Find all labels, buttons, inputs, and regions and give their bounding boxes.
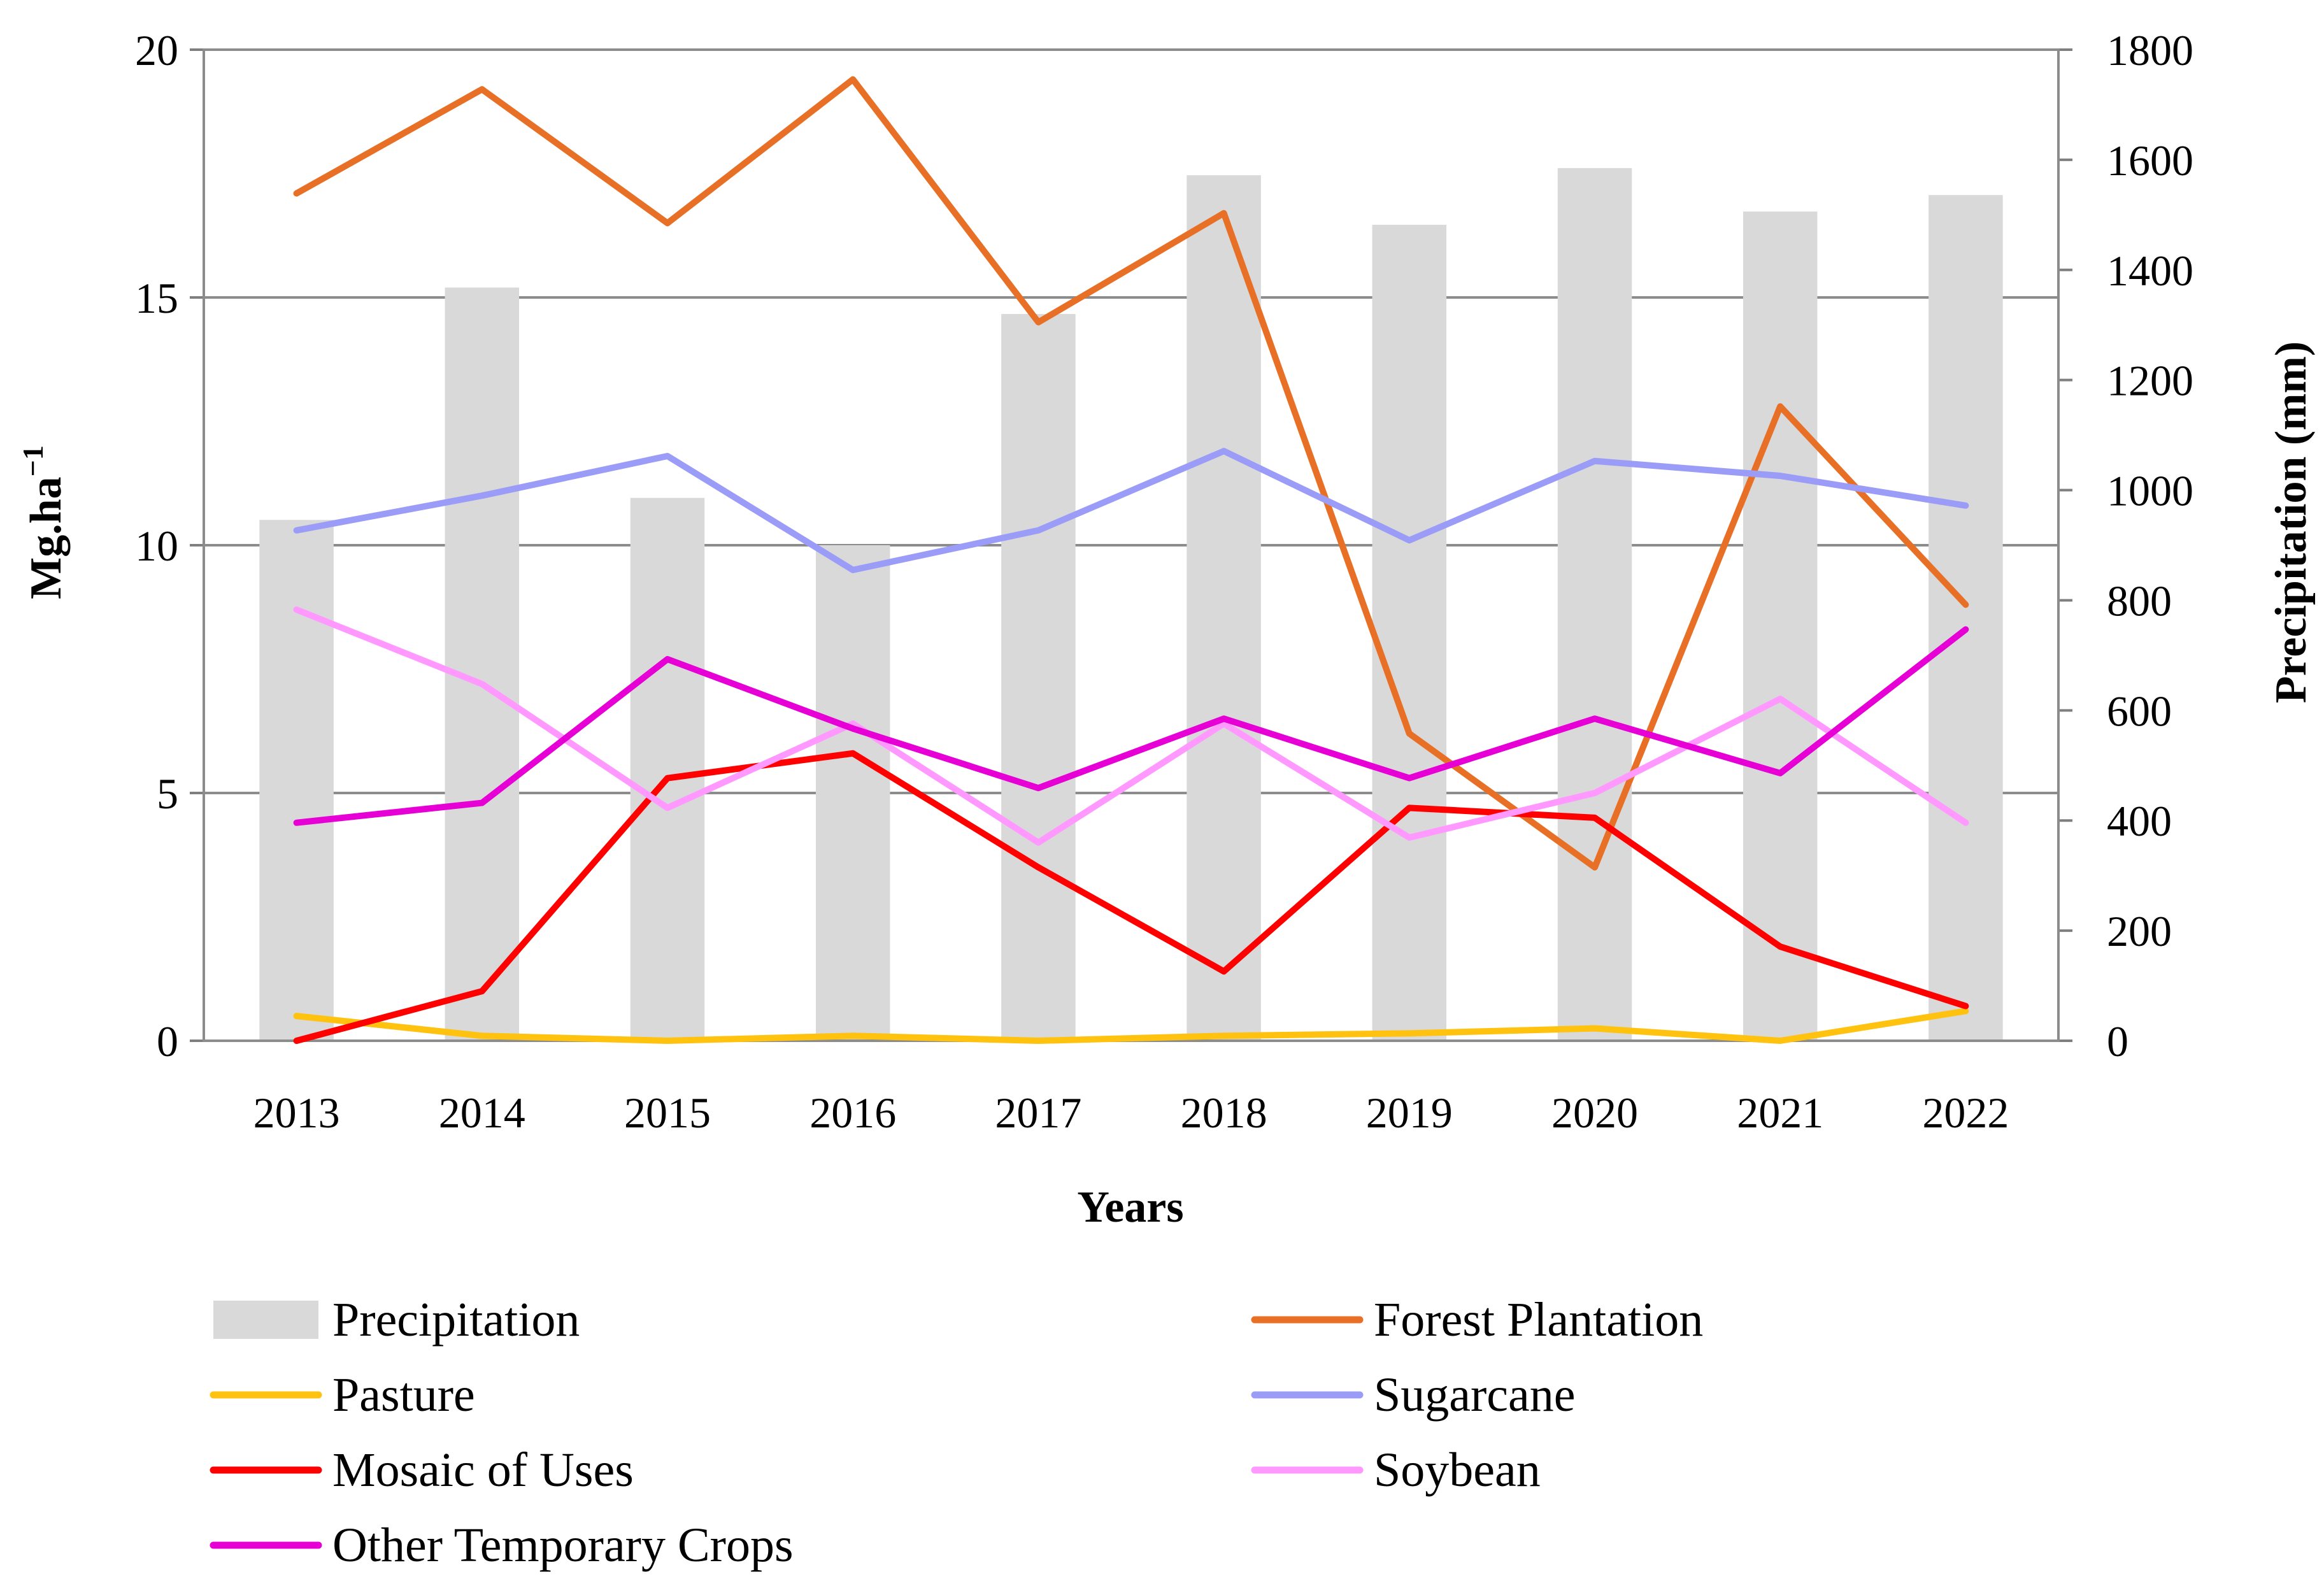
y-axis-label: Mg.ha−1 — [17, 445, 71, 599]
precipitation-bars — [259, 168, 2003, 1041]
x-tick-label-2019: 2019 — [1366, 1089, 1453, 1137]
y2-tick-label-800: 800 — [2107, 576, 2172, 625]
x-tick-label-2014: 2014 — [439, 1089, 525, 1137]
bar-precipitation-2020 — [1557, 168, 1632, 1041]
line-sugarcane — [293, 448, 1969, 573]
x-tick-label-2017: 2017 — [995, 1089, 1081, 1137]
series-lines — [293, 76, 1969, 1044]
tick-labels: 0510152002004006008001000120014001600180… — [135, 26, 2193, 1137]
legend-label-soybean: Soybean — [1374, 1443, 1541, 1497]
bar-precipitation-2018 — [1187, 175, 1261, 1041]
bar-precipitation-2015 — [630, 497, 705, 1041]
legend-label-forest-plantation: Forest Plantation — [1374, 1293, 1703, 1347]
y-axis-label-superscript: −1 — [17, 445, 49, 476]
bar-precipitation-2016 — [815, 545, 890, 1041]
legend-label-mosaic-of-uses: Mosaic of Uses — [332, 1443, 634, 1497]
x-tick-label-2018: 2018 — [1181, 1089, 1267, 1137]
y-tick-label-10: 10 — [135, 522, 178, 570]
y2-tick-label-200: 200 — [2107, 907, 2172, 955]
line-pasture — [293, 1008, 1969, 1044]
bar-precipitation-2019 — [1372, 224, 1447, 1041]
y2-tick-label-1200: 1200 — [2107, 357, 2193, 405]
line-mosaic-of-uses — [293, 750, 1969, 1044]
x-tick-label-2021: 2021 — [1737, 1089, 1823, 1137]
legend-label-sugarcane: Sugarcane — [1374, 1368, 1576, 1422]
x-axis-label: Years — [1077, 1183, 1183, 1232]
x-tick-label-2022: 2022 — [1922, 1089, 2009, 1137]
legend-swatch-precipitation — [213, 1301, 318, 1339]
y-tick-label-5: 5 — [157, 769, 178, 818]
legend-label-other-temporary-crops: Other Temporary Crops — [332, 1518, 794, 1572]
y2-tick-label-600: 600 — [2107, 687, 2172, 735]
line-other-temporary-crops — [293, 626, 1969, 826]
bar-precipitation-2021 — [1743, 211, 1818, 1041]
y2-axis-label: Precipitation (mm) — [2267, 341, 2316, 703]
bar-precipitation-2022 — [1928, 195, 2003, 1041]
y2-tick-label-400: 400 — [2107, 797, 2172, 845]
y-tick-label-0: 0 — [157, 1017, 178, 1066]
bar-precipitation-2013 — [259, 520, 334, 1041]
y2-tick-label-0: 0 — [2107, 1017, 2128, 1066]
legend-label-precipitation: Precipitation — [332, 1293, 580, 1347]
bar-precipitation-2014 — [445, 287, 520, 1041]
x-tick-label-2020: 2020 — [1551, 1089, 1638, 1137]
y-tick-label-20: 20 — [135, 26, 178, 75]
y2-tick-label-1800: 1800 — [2107, 26, 2193, 75]
bar-precipitation-2017 — [1001, 313, 1076, 1041]
x-tick-label-2015: 2015 — [624, 1089, 711, 1137]
y-tick-label-15: 15 — [135, 274, 178, 322]
y2-tick-label-1400: 1400 — [2107, 246, 2193, 295]
y-axis-label-main: Mg.ha — [22, 476, 71, 599]
line-forest-plantation — [293, 76, 1969, 871]
legend-label-pasture: Pasture — [332, 1368, 475, 1422]
x-tick-label-2016: 2016 — [809, 1089, 896, 1137]
x-tick-label-2013: 2013 — [253, 1089, 340, 1137]
legend: Precipitation Forest Plantation Pasture Sug… — [210, 1293, 1703, 1572]
y2-tick-label-1600: 1600 — [2107, 136, 2193, 185]
y2-tick-label-1000: 1000 — [2107, 467, 2193, 515]
